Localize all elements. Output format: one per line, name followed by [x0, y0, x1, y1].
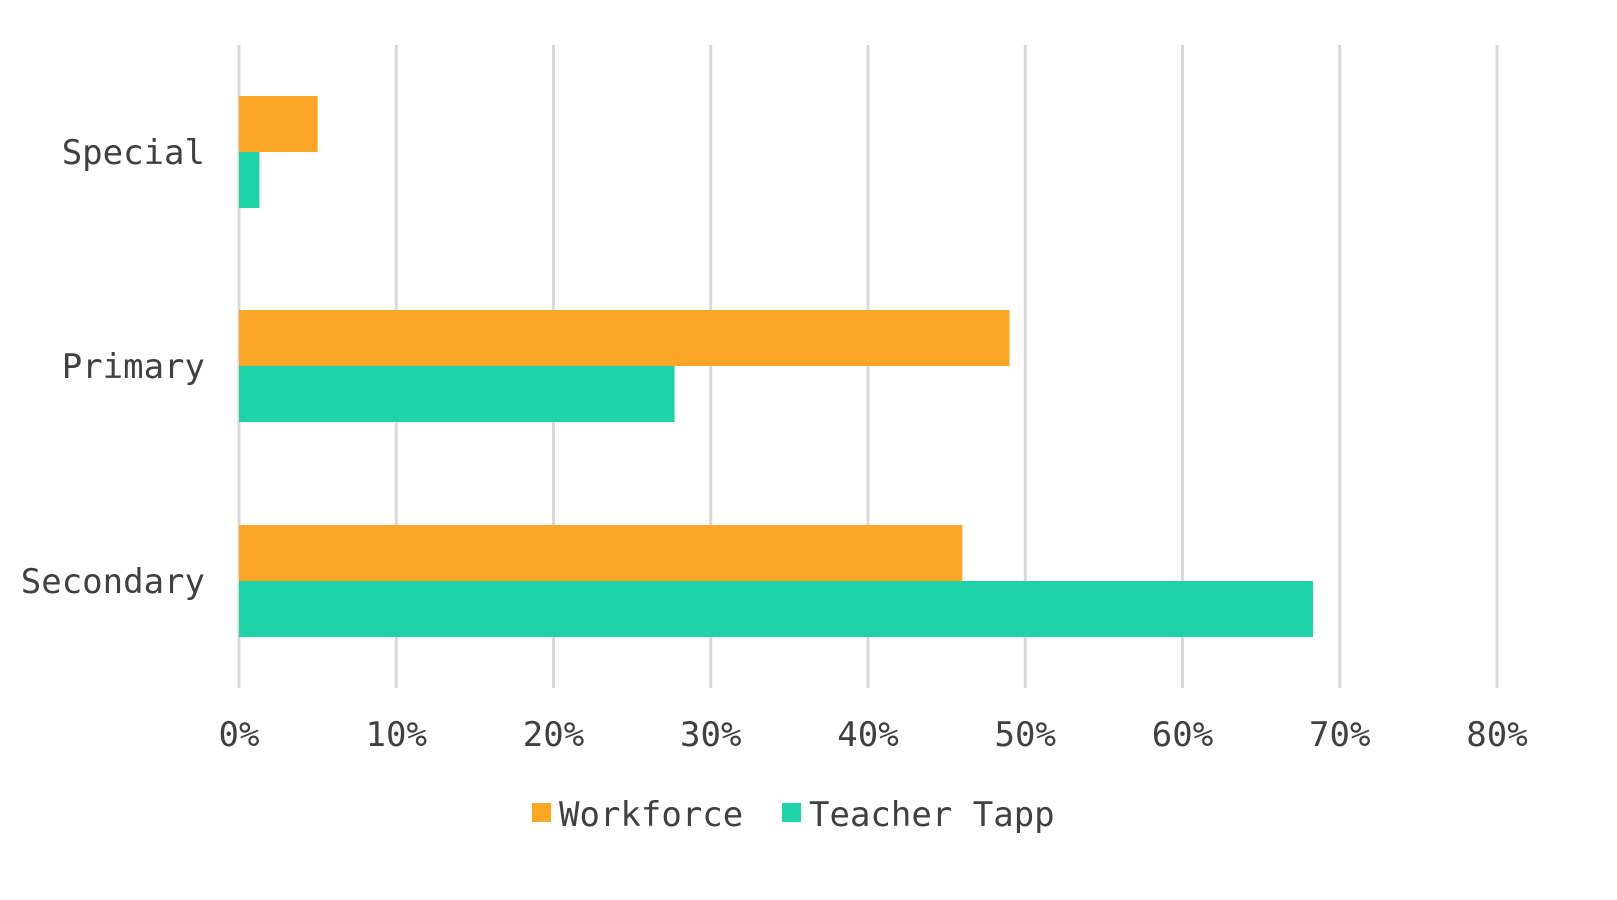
category-label-special: Special	[62, 133, 205, 173]
x-tick-label: 20%	[523, 715, 584, 755]
x-tick-label: 60%	[1152, 715, 1213, 755]
x-tick-label: 40%	[837, 715, 898, 755]
x-tick-label: 10%	[366, 715, 427, 755]
bar-workforce-primary	[239, 310, 1010, 366]
category-label-secondary: Secondary	[21, 562, 205, 602]
x-tick-labels: 0% 10% 20% 30% 40% 50% 60% 70% 80%	[219, 715, 1528, 755]
x-tick-label: 50%	[995, 715, 1056, 755]
category-labels: Special Primary Secondary	[21, 133, 205, 602]
gridlines	[237, 45, 1499, 688]
bars	[239, 96, 1314, 637]
x-tick-label: 30%	[680, 715, 741, 755]
x-tick-label: 70%	[1309, 715, 1370, 755]
bar-workforce-special	[239, 96, 318, 152]
bar-teacher-tapp-secondary	[239, 581, 1314, 637]
x-tick-label: 0%	[219, 715, 260, 755]
x-tick-label: 80%	[1466, 715, 1527, 755]
legend-swatch-workforce	[532, 803, 551, 822]
bar-teacher-tapp-primary	[239, 366, 675, 422]
legend-label-workforce: Workforce	[559, 795, 743, 835]
bar-workforce-secondary	[239, 525, 963, 581]
category-label-primary: Primary	[62, 347, 205, 387]
legend-swatch-teacher-tapp	[782, 803, 801, 822]
bar-teacher-tapp-special	[239, 152, 260, 208]
legend-label-teacher-tapp: Teacher Tapp	[809, 795, 1055, 835]
legend: Workforce Teacher Tapp	[532, 795, 1055, 835]
